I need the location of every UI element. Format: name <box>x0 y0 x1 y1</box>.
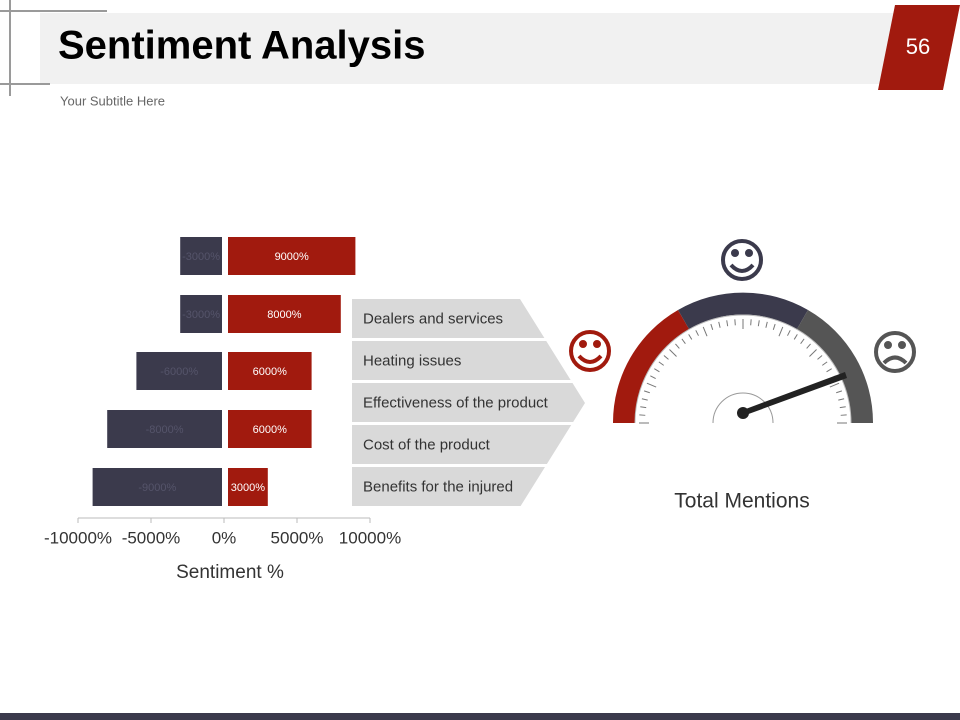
category-label: Effectiveness of the product <box>363 394 549 411</box>
gauge-tick <box>829 382 840 388</box>
gauge-tick <box>793 334 798 340</box>
bar <box>107 410 222 448</box>
bar-value-label: -9000% <box>138 482 176 494</box>
gauge-tick <box>710 323 714 330</box>
gauge-tick <box>838 398 845 401</box>
bar-value-label: -3000% <box>182 309 220 321</box>
bar-chart: -10000% -5000% 0% 5000% 10000% Sentiment % -30… <box>44 237 401 583</box>
footer-bar <box>0 713 960 720</box>
gauge-tick <box>688 334 693 340</box>
gauge-needle <box>743 372 847 416</box>
bar-value-label: -3000% <box>182 251 220 263</box>
category-label: Cost of the product <box>363 436 491 453</box>
gauge-tick <box>641 398 648 401</box>
category-label: Benefits for the injured <box>363 478 513 495</box>
gauge-segment <box>678 292 808 329</box>
gauge-tick <box>675 343 680 349</box>
gauge-ticks <box>639 319 847 424</box>
x-tick-label: -5000% <box>122 528 181 547</box>
gauge-tick <box>695 330 699 336</box>
bar <box>136 352 222 390</box>
gauge-tick <box>702 326 708 337</box>
bar <box>228 468 268 506</box>
category-band <box>352 425 572 464</box>
gauge-face <box>634 314 852 424</box>
bar-value-label: -8000% <box>146 424 184 436</box>
gauge-segment <box>612 310 689 423</box>
gauge-tick <box>787 330 791 336</box>
gauge-tick <box>643 390 650 394</box>
slide-title: Sentiment Analysis <box>58 24 426 68</box>
slide-subtitle: Your Subtitle Here <box>60 93 165 108</box>
bar <box>92 468 222 506</box>
category-band <box>352 383 585 422</box>
bar <box>228 352 312 390</box>
gauge-tick <box>669 349 677 357</box>
bar <box>228 237 356 275</box>
category-band <box>352 299 545 338</box>
happy-icon <box>721 239 763 281</box>
bar-value-label: 6000% <box>253 366 287 378</box>
category-band <box>352 341 571 380</box>
gauge-tick <box>836 390 843 394</box>
gauge-tick <box>654 368 660 373</box>
gauge-tick <box>646 382 657 388</box>
gauge-tick <box>681 338 686 345</box>
gauge-tick <box>806 343 811 349</box>
gauge-tick <box>800 338 805 345</box>
category-label: Heating issues <box>363 352 461 369</box>
gauge-title: Total Mentions <box>674 490 809 513</box>
x-axis-title: Sentiment % <box>176 562 284 583</box>
gauge-tick <box>658 361 665 366</box>
gauge-tick <box>718 321 721 328</box>
gauge-tick <box>826 368 832 373</box>
gauge-tick <box>772 323 776 330</box>
gauge-segment <box>797 310 874 423</box>
gauge-tick <box>650 375 656 379</box>
x-tick-label: 5000% <box>271 528 324 547</box>
gauge-pivot <box>737 407 749 419</box>
category-label: Dealers and services <box>363 310 503 327</box>
page-number: 56 <box>906 34 930 59</box>
page-badge <box>878 5 960 90</box>
gauge-tick <box>663 355 669 360</box>
bar-value-label: 6000% <box>253 424 287 436</box>
happy-icon <box>569 330 611 372</box>
x-tick-label: -10000% <box>44 528 112 547</box>
x-tick-label: 10000% <box>339 528 401 547</box>
gauge-tick <box>839 406 846 409</box>
category-chevron: Dealers and services Heating issues Effect… <box>352 299 585 506</box>
bar <box>180 237 222 275</box>
sad-icon <box>874 331 916 373</box>
gauge: Total Mentions <box>569 239 916 513</box>
bar <box>228 295 341 333</box>
gauge-tick <box>726 320 729 327</box>
bar <box>228 410 312 448</box>
gauge-tick <box>817 355 823 360</box>
gauge-tick <box>757 320 760 327</box>
gauge-tick <box>809 349 817 357</box>
bar-value-label: 3000% <box>231 482 265 494</box>
gauge-tick <box>778 326 784 337</box>
bar-value-label: -6000% <box>160 366 198 378</box>
smiley-icons <box>569 239 916 373</box>
category-band <box>352 467 545 506</box>
gauge-tick <box>640 406 647 409</box>
gauge-tick <box>821 361 828 366</box>
title-band <box>40 13 900 84</box>
bar-value-label: 8000% <box>267 309 301 321</box>
bar-value-label: 9000% <box>275 251 309 263</box>
bar <box>180 295 222 333</box>
x-tick-label: 0% <box>212 528 237 547</box>
gauge-tick <box>765 321 768 328</box>
